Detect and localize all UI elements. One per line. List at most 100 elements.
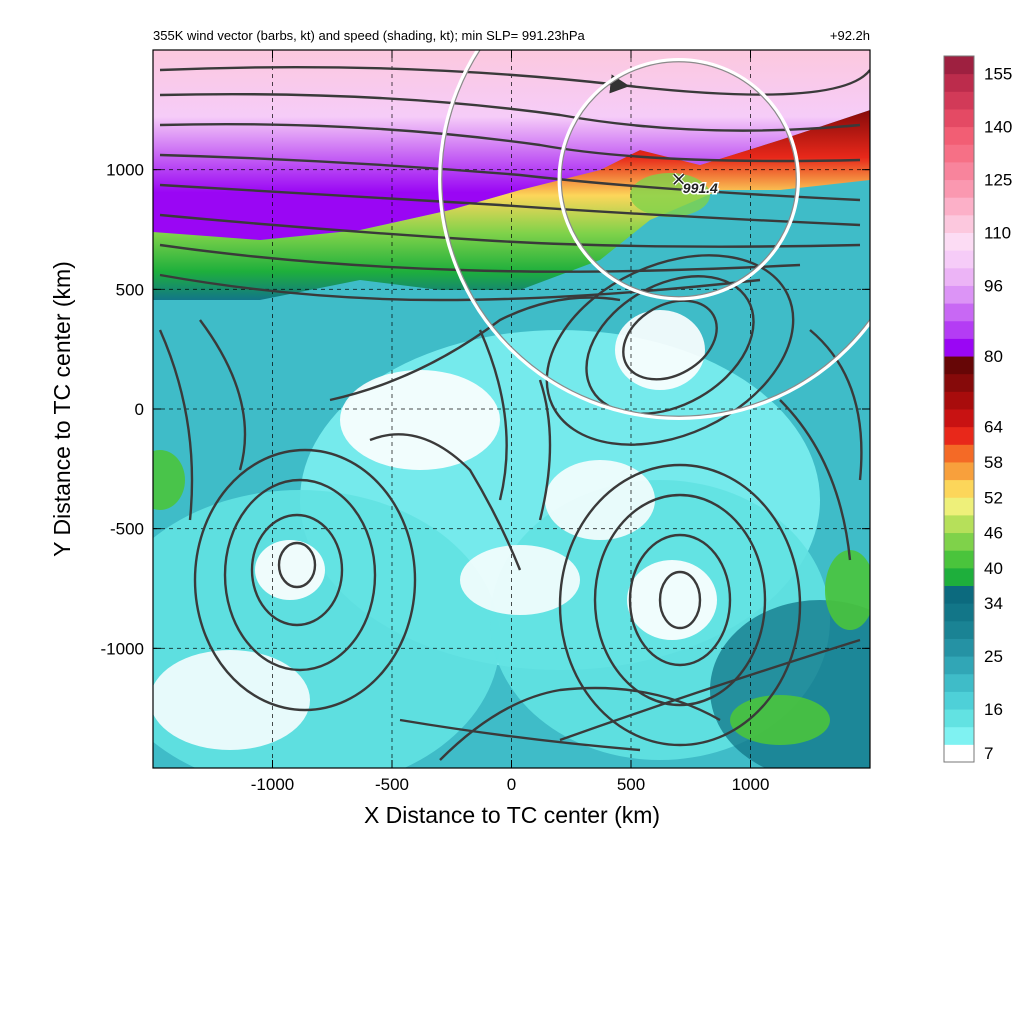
streamline [159,153,861,202]
colorbar-segment [944,267,974,286]
tc-core-shading [630,173,710,217]
calm-region [153,650,310,750]
streamline [545,254,795,446]
colorbar-segment [944,656,974,675]
streamline [809,329,863,481]
colorbar-segment [944,126,974,145]
colorbar-segment [944,373,974,392]
colorbar-segment [944,391,974,410]
colorbar-segment [944,585,974,604]
x-tick-label: 0 [507,775,516,794]
colorbar-segment [944,426,974,445]
streamline [559,638,861,742]
colorbar-segment [944,638,974,657]
chart-title: 355K wind vector (barbs, kt) and speed (… [153,28,586,43]
colorbar-segment [944,497,974,516]
streamline [277,541,317,589]
y-tick-label: 0 [135,400,144,419]
range-ring [438,50,870,420]
streamline [538,379,552,521]
lead-time: +92.2h [830,28,870,43]
storm-x-icon [673,173,685,185]
colorbar-segment [944,691,974,710]
colorbar-segment [944,250,974,269]
moderate-wind-region [153,450,185,510]
x-axis: -1000 -500 0 500 1000 [251,50,770,794]
streamline [159,183,861,227]
colorbar-segment [944,232,974,251]
calm-region [615,310,705,390]
colorbar-label: 58 [984,453,1003,472]
colorbar-label: 16 [984,700,1003,719]
streamline [369,433,522,571]
colorbar-segment [944,56,974,75]
colorbar-segment [944,320,974,339]
colorbar-label: 40 [984,559,1003,578]
streamline [329,296,621,402]
streamline [199,319,247,471]
weak-wind-region [153,490,500,768]
colorbar-label: 155 [984,65,1012,84]
colorbar-segment [944,567,974,586]
streamline [399,718,641,752]
colorbar-label: 80 [984,347,1003,366]
streamline [193,448,417,712]
colorbar-label: 110 [984,224,1011,243]
colorbar-segment [944,179,974,198]
range-rings-outline [441,50,870,417]
colorbar-label: 7 [984,744,993,763]
streamline [558,463,802,747]
colorbar-segment [944,514,974,534]
colorbar-segment [944,620,974,639]
x-tick-label: -500 [375,775,409,794]
streamline [250,513,344,627]
colorbar-segment [944,532,974,551]
x-axis-label: X Distance to TC center (km) [364,802,660,828]
streamline [658,570,702,630]
colorbar-segment [944,461,974,481]
colorbar-segment [944,673,974,692]
y-tick-label: -1000 [101,639,144,658]
range-ring [557,57,801,301]
colorbar-segment [944,197,974,216]
y-tick-label: 1000 [106,161,144,180]
colorbar-label: 64 [984,418,1003,437]
colorbar-label: 34 [984,594,1003,613]
streamline [439,686,721,761]
colorbar-segment [944,550,974,569]
moderate-wind-region [710,600,870,768]
colorbar-segment [944,144,974,163]
streamline [628,533,732,667]
range-rings [438,50,870,420]
y-axis-label: Y Distance to TC center (km) [49,261,75,557]
colorbar-segment [944,444,974,463]
colorbar-segment [944,603,974,622]
streamline [478,329,508,501]
colorbar-segment [944,91,974,110]
colorbar-label: 25 [984,647,1003,666]
moderate-wind-region [825,550,870,630]
range-ring-outline [560,61,797,298]
streamlines [158,65,870,761]
colorbar-segment [944,303,974,322]
streamline [159,122,861,163]
x-tick-label: 500 [617,775,645,794]
calm-region [627,560,717,640]
colorbar-label: 52 [984,488,1003,507]
moderate-wind-region [730,695,830,745]
colorbar-segment [944,285,974,304]
storm-center-marker: 991.4 [672,172,720,198]
colorbar-frame [943,55,975,763]
x-tick-label: -1000 [251,775,294,794]
range-ring-outline [441,50,870,417]
storm-pressure-label: 991.4 [683,180,718,196]
colorbar-segment [944,161,974,181]
streamline [593,493,767,707]
colorbar: 7 16 25 34 40 46 52 58 64 80 96 110 125 140 155 [943,55,1012,763]
colorbar-segment [944,108,974,128]
y-axis: -1000 -500 0 500 1000 [101,161,870,658]
colorbar-segment [944,709,974,728]
x-tick-label: 1000 [732,775,770,794]
colorbar-label: 125 [984,171,1012,190]
